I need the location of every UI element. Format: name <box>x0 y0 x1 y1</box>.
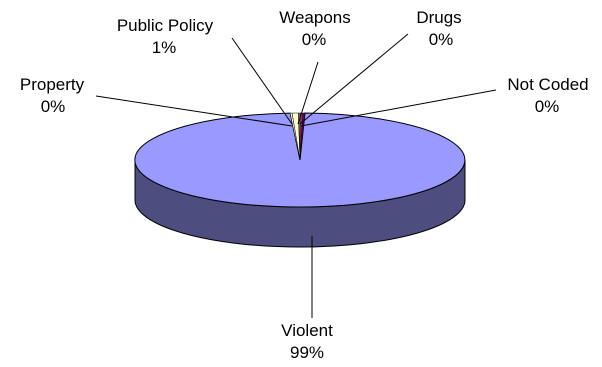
label-drugs-value: 0% <box>429 30 454 49</box>
leader-property <box>95 95 293 127</box>
leader-public-policy <box>231 37 293 125</box>
label-violent-value: 99% <box>290 343 324 362</box>
leader-weapons <box>297 61 319 125</box>
label-public-policy-value: 1% <box>152 38 177 57</box>
label-not-coded-name: Not Coded <box>507 75 588 94</box>
label-drugs-name: Drugs <box>416 8 461 27</box>
label-weapons-name: Weapons <box>279 8 351 27</box>
label-not-coded-value: 0% <box>535 97 560 116</box>
slice-not-coded <box>299 112 306 161</box>
label-property-name: Property <box>20 75 85 94</box>
leader-not-coded <box>300 89 497 127</box>
label-property-value: 0% <box>41 97 66 116</box>
leader-drugs <box>299 33 409 125</box>
label-weapons-value: 0% <box>302 30 327 49</box>
label-public-policy-name: Public Policy <box>117 16 214 35</box>
label-violent-name: Violent <box>281 321 333 340</box>
